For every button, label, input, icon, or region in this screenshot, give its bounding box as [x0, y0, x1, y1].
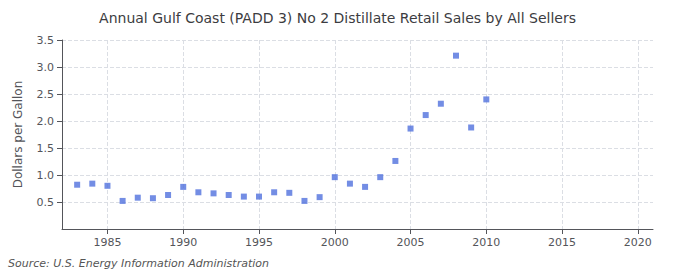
- svg-text:Source: U.S. Energy Informatio: Source: U.S. Energy Information Administ…: [8, 257, 269, 270]
- svg-text:1.5: 1.5: [37, 142, 55, 155]
- svg-text:1985: 1985: [93, 236, 121, 249]
- svg-text:Annual Gulf Coast (PADD 3) No: Annual Gulf Coast (PADD 3) No 2 Distilla…: [99, 10, 576, 26]
- svg-text:1990: 1990: [169, 236, 197, 249]
- svg-text:2.0: 2.0: [37, 115, 55, 128]
- svg-text:2015: 2015: [548, 236, 576, 249]
- svg-text:1995: 1995: [245, 236, 273, 249]
- svg-text:3.5: 3.5: [37, 34, 55, 47]
- svg-text:2000: 2000: [321, 236, 349, 249]
- svg-text:1.0: 1.0: [37, 169, 55, 182]
- svg-text:2005: 2005: [397, 236, 425, 249]
- svg-text:0.5: 0.5: [37, 196, 55, 209]
- svg-text:2020: 2020: [624, 236, 652, 249]
- svg-text:2.5: 2.5: [37, 88, 55, 101]
- svg-text:2010: 2010: [472, 236, 500, 249]
- svg-text:Dollars per Gallon: Dollars per Gallon: [11, 81, 25, 189]
- svg-text:3.0: 3.0: [37, 61, 55, 74]
